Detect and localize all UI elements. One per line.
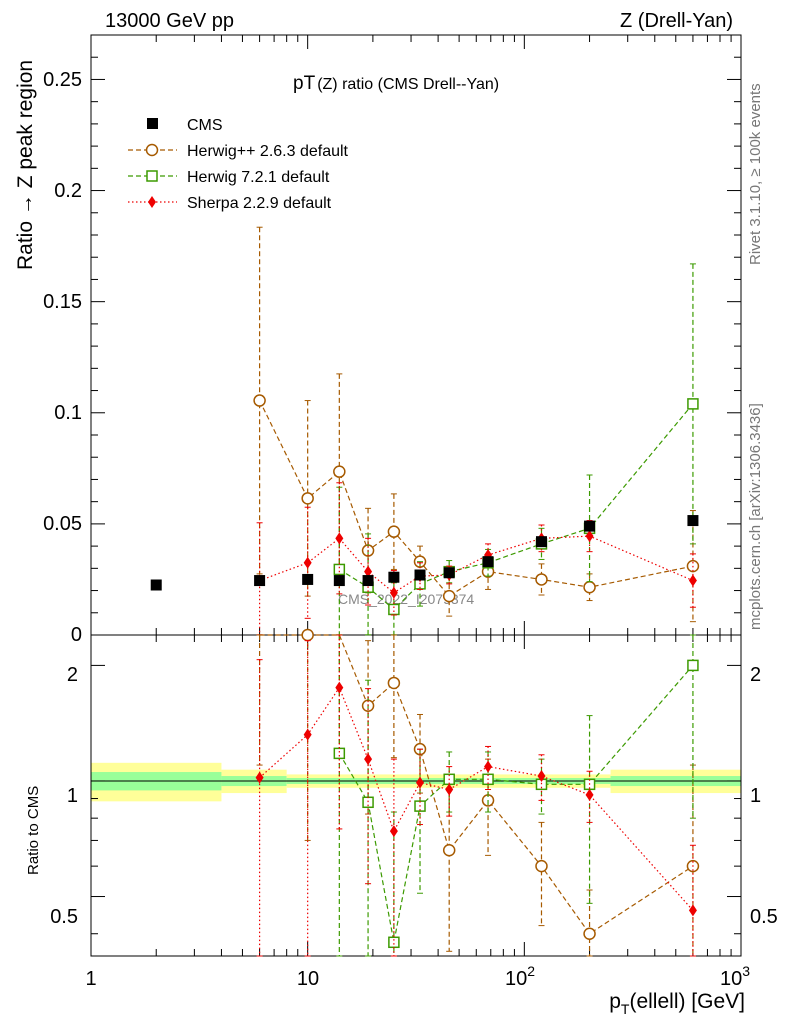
main-point-cms (414, 569, 426, 581)
ratio-line-sherpa-2-2-9-default (259, 686, 694, 911)
xtick-label: 102 (505, 963, 535, 990)
main-point-herwig-2-6-3-default (253, 394, 266, 407)
main-point-herwig-2-6-3-default (583, 580, 596, 594)
main-point-sherpa-2-2-9-default (585, 530, 594, 543)
legend-herwigpp-label: Herwig++ 2.6.3 default (187, 143, 349, 160)
ratio-point-herwig-7-2-1-default (687, 659, 699, 672)
main-data-layer (150, 226, 700, 636)
main-line-sherpa-2-2-9-default (259, 535, 694, 594)
main-ytick-label: 0.05 (43, 513, 82, 535)
main-line-herwig-2-6-3-default (259, 400, 694, 597)
legend-herwigpp-marker (145, 143, 159, 157)
main-point-sherpa-2-2-9-default (688, 574, 697, 587)
ratio-point-sherpa-2-2-9-default (537, 770, 546, 783)
main-point-cms (535, 536, 547, 548)
ratio-point-sherpa-2-2-9-default (484, 760, 493, 773)
ratio-point-herwig-2-6-3-default (387, 676, 401, 690)
ratio-point-sherpa-2-2-9-default (335, 681, 344, 694)
main-ytick-label: 0 (71, 624, 82, 646)
ratio-plot-frame (90, 634, 742, 957)
main-point-herwig-2-6-3-default (301, 492, 314, 505)
main-ytick-label: 0.2 (54, 180, 82, 202)
main-point-cms (388, 571, 400, 583)
main-point-sherpa-2-2-9-default (335, 532, 344, 545)
main-point-sherpa-2-2-9-default (303, 556, 312, 569)
main-series-cms (150, 515, 699, 591)
main-point-cms (362, 575, 374, 587)
legend-cms-label: CMS (187, 117, 223, 134)
ratio-series-sherpa-2-2-9-default (255, 634, 697, 957)
ratio-point-herwig-2-6-3-default (301, 628, 314, 642)
main-y-axis-title: Ratio → Z peak region (14, 60, 37, 270)
main-point-cms (482, 556, 494, 568)
ratio-point-sherpa-2-2-9-default (416, 776, 425, 789)
xtick-label: 103 (720, 963, 750, 990)
main-point-cms (302, 573, 314, 585)
ratio-point-sherpa-2-2-9-default (445, 783, 454, 796)
xtick-label: 1 (85, 968, 96, 990)
energy-label: 13000 GeV pp (105, 10, 234, 32)
ratio-point-sherpa-2-2-9-default (389, 825, 398, 838)
plot-title: pT (Z) ratio (CMS Drell--Yan) (293, 73, 499, 94)
main-point-cms (443, 567, 455, 579)
main-point-herwig-2-6-3-default (442, 589, 456, 603)
main-point-sherpa-2-2-9-default (364, 565, 373, 578)
xtick-label: 10 (297, 968, 319, 990)
main-point-herwig-2-6-3-default (333, 465, 346, 478)
main-point-herwig-7-2-1-default (388, 603, 400, 616)
main-point-cms (150, 579, 162, 591)
legend-herwig7-marker (146, 170, 158, 182)
ratio-ytick-label-right: 2 (750, 664, 761, 686)
ratio-ytick-label: 1 (67, 785, 78, 807)
ratio-point-herwig-7-2-1-default (333, 747, 346, 760)
ratio-point-herwig-7-2-1-default (388, 936, 400, 949)
ratio-y-axis-title: Ratio to CMS (25, 786, 42, 875)
main-series-sherpa-2-2-9-default (255, 482, 697, 636)
main-point-herwig-7-2-1-default (687, 398, 699, 410)
ratio-ytick-label-right: 0.5 (750, 906, 778, 928)
main-point-cms (333, 575, 345, 587)
main-ytick-label: 0.15 (43, 291, 82, 313)
process-label: Z (Drell-Yan) (620, 10, 733, 32)
axis-ticks (90, 34, 741, 956)
main-point-cms (687, 515, 699, 527)
ratio-point-sherpa-2-2-9-default (585, 788, 594, 801)
ratio-point-sherpa-2-2-9-default (688, 904, 697, 917)
legend: CMS Herwig++ 2.6.3 default Herwig 7.2.1 … (128, 117, 349, 212)
rivet-version-label: Rivet 3.1.10, ≥ 100k events (747, 83, 764, 265)
ratio-point-herwig-2-6-3-default (535, 859, 548, 873)
main-point-herwig-2-6-3-default (535, 573, 548, 586)
analysis-reference-label: CMS_2022_I2079374 (338, 591, 474, 607)
legend-herwig7-label: Herwig 7.2.1 default (187, 169, 330, 186)
ratio-ytick-label: 2 (67, 664, 78, 686)
ratio-point-sherpa-2-2-9-default (364, 753, 373, 766)
main-point-cms (584, 520, 596, 532)
legend-cms-marker (147, 118, 158, 129)
x-axis-title: pT(ellell) [GeV] (609, 990, 745, 1017)
ratio-ytick-label: 0.5 (50, 906, 78, 928)
ratio-ytick-label-right: 1 (750, 785, 761, 807)
ratio-point-herwig-2-6-3-default (583, 927, 596, 940)
main-ytick-label: 0.1 (54, 402, 82, 424)
main-point-cms (254, 575, 266, 587)
ratio-point-herwig-2-6-3-default (442, 843, 456, 857)
main-point-herwig-2-6-3-default (387, 525, 401, 538)
ratio-uncertainty-bands (91, 762, 741, 802)
main-point-herwig-7-2-1-default (333, 563, 346, 576)
main-ytick-label: 0.25 (43, 69, 82, 91)
ratio-data-layer (255, 628, 700, 957)
ratio-point-sherpa-2-2-9-default (255, 771, 264, 784)
main-point-sherpa-2-2-9-default (389, 586, 398, 599)
mcplots-label: mcplots.cern.ch [arXiv:1306.3436] (747, 403, 764, 630)
main-series-herwig-2-6-3-default (253, 226, 700, 623)
legend-sherpa-label: Sherpa 2.2.9 default (187, 195, 332, 212)
legend-sherpa-marker (148, 196, 156, 208)
ratio-point-sherpa-2-2-9-default (303, 728, 312, 741)
